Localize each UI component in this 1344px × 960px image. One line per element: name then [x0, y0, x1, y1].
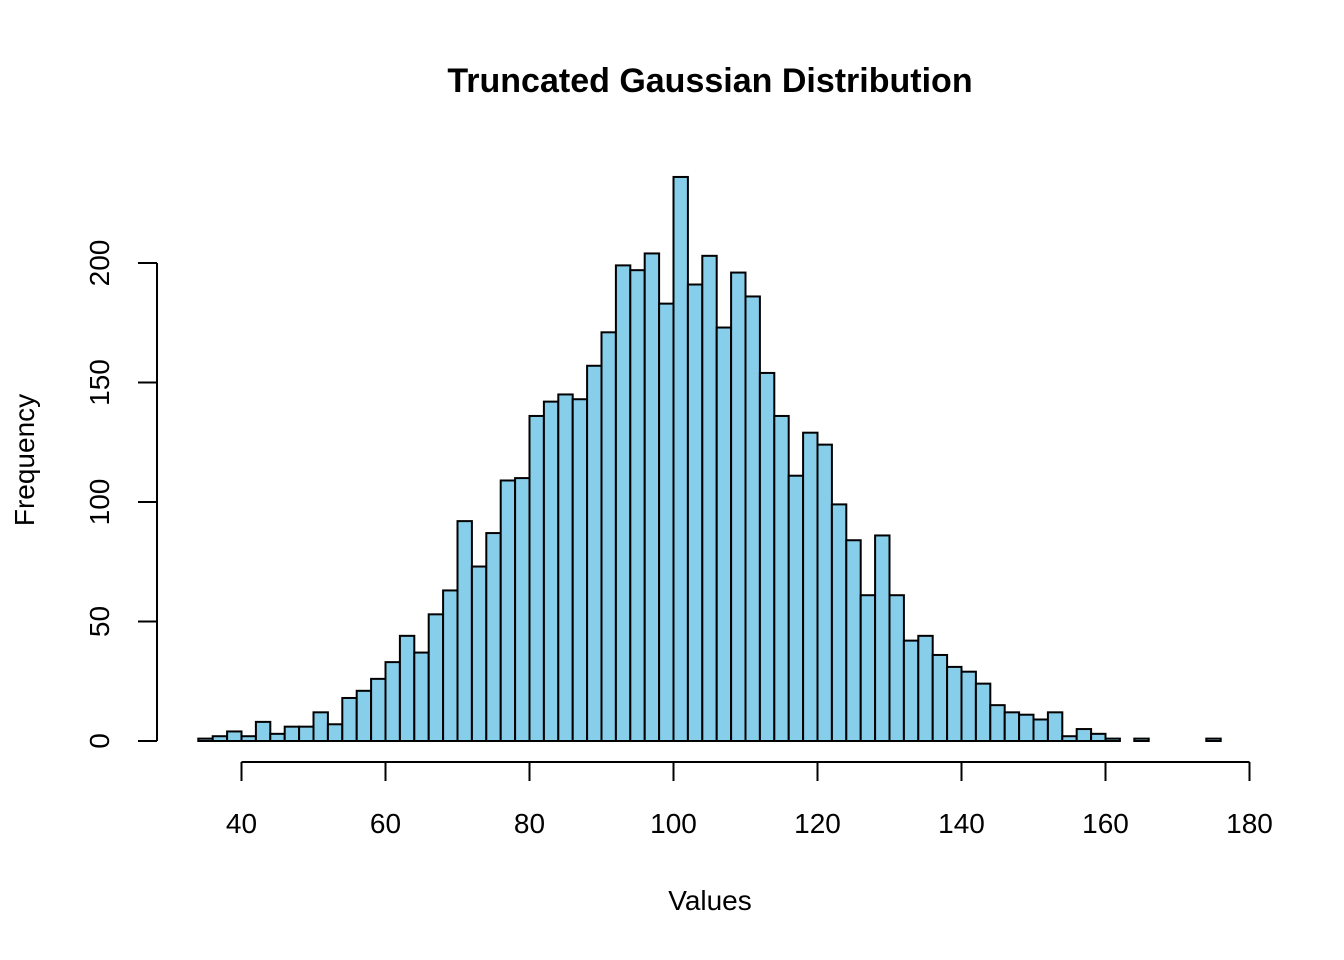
histogram-bar [960, 670, 977, 742]
histogram-bar [1075, 728, 1093, 742]
histogram-bar [1104, 737, 1121, 742]
histogram-bar [845, 539, 862, 742]
histogram-bar [600, 331, 617, 742]
histogram-bar [226, 730, 243, 743]
histogram-bar [542, 400, 560, 742]
histogram-bar [298, 725, 315, 742]
histogram-bar [398, 634, 416, 743]
histogram-bar [427, 613, 445, 743]
x-axis-label: Values [668, 885, 752, 916]
histogram-bar [989, 704, 1006, 743]
histogram-bar [384, 661, 401, 743]
x-tick-label: 120 [794, 808, 841, 839]
histogram-bar [1090, 732, 1107, 743]
y-tick-label: 100 [84, 479, 115, 526]
histogram-bar [946, 665, 963, 742]
histogram-bar [442, 589, 459, 742]
histogram-bar [802, 431, 819, 742]
histogram-bar [571, 398, 589, 742]
histogram-bar [672, 175, 689, 742]
histogram-bar [701, 254, 718, 743]
x-tick-label: 80 [514, 808, 545, 839]
histogram-bar [283, 725, 301, 742]
histogram-bar [355, 689, 373, 742]
histogram-bar [773, 414, 790, 742]
histogram-bar [787, 474, 805, 742]
bars-group [197, 175, 1222, 743]
histogram-bar [1003, 711, 1021, 743]
chart-title: Truncated Gaussian Distribution [447, 62, 972, 100]
x-tick-label: 140 [938, 808, 985, 839]
y-tick-label: 50 [84, 606, 115, 637]
histogram-bar [514, 477, 531, 742]
histogram-bar [917, 634, 934, 743]
histogram-bar [744, 295, 761, 742]
histogram-bar [686, 283, 704, 742]
histogram-bar [888, 594, 905, 743]
histogram-bar [240, 735, 257, 742]
x-tick-label: 40 [226, 808, 257, 839]
histogram-bar [1046, 711, 1064, 743]
y-axis: 0 50 100 150 200 [84, 240, 158, 749]
y-tick-label: 150 [84, 359, 115, 406]
histogram-bar [1018, 713, 1035, 743]
histogram-bar [586, 364, 603, 742]
histogram-bar [341, 696, 358, 742]
histogram-bar [470, 565, 488, 743]
histogram-bar [816, 443, 833, 742]
y-axis-label: Frequency [9, 394, 40, 526]
histogram-bar [1205, 737, 1222, 742]
histogram-bar [974, 682, 992, 743]
y-tick-label: 0 [84, 733, 115, 749]
histogram-bar [1061, 735, 1078, 742]
x-axis: 40 60 80 100 120 140 160 180 [226, 761, 1273, 839]
histogram-bar [859, 594, 877, 743]
histogram-bar [528, 414, 545, 742]
x-tick-label: 180 [1226, 808, 1273, 839]
histogram-bar [370, 677, 387, 742]
histogram-bar [1133, 737, 1150, 742]
histogram-bar [254, 720, 272, 743]
histogram-bar [499, 479, 517, 742]
histogram-bar [1032, 718, 1049, 742]
histogram-bar [643, 252, 661, 742]
histogram-bar [629, 269, 646, 742]
x-tick-label: 60 [370, 808, 401, 839]
histogram-bar [269, 732, 286, 743]
histogram-bar [197, 737, 214, 742]
x-tick-label: 160 [1082, 808, 1129, 839]
histogram-bar [312, 711, 329, 743]
histogram-bar [485, 532, 502, 742]
histogram-bar [830, 503, 848, 743]
histogram-bar [614, 264, 632, 742]
y-tick-label: 200 [84, 240, 115, 287]
histogram-bar [211, 735, 229, 742]
x-tick-label: 100 [650, 808, 697, 839]
histogram-bar [715, 326, 733, 742]
histogram-bar [658, 302, 675, 742]
histogram-bar [730, 271, 747, 742]
histogram-bar [456, 520, 473, 742]
histogram-bar [931, 653, 949, 743]
histogram-bar [326, 723, 344, 743]
histogram-bar [557, 393, 574, 742]
histogram-bar [902, 639, 920, 742]
histogram-bar [413, 651, 430, 743]
histogram-bar [874, 534, 891, 743]
histogram-bar [758, 371, 776, 742]
